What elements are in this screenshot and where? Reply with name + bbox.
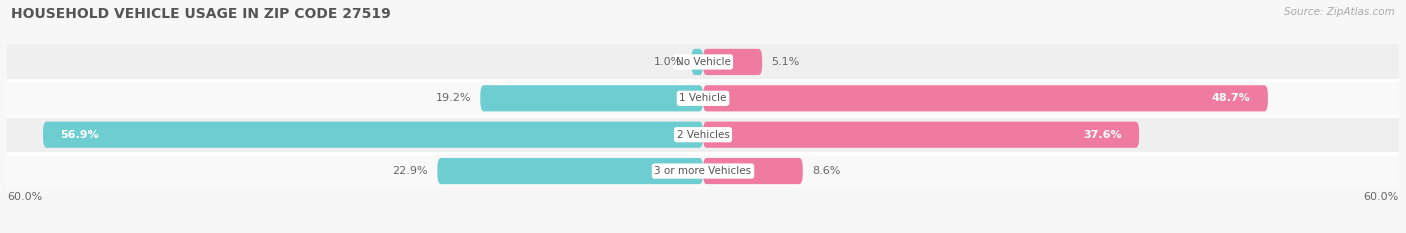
- Text: 48.7%: 48.7%: [1212, 93, 1250, 103]
- Text: HOUSEHOLD VEHICLE USAGE IN ZIP CODE 27519: HOUSEHOLD VEHICLE USAGE IN ZIP CODE 2751…: [11, 7, 391, 21]
- Text: 37.6%: 37.6%: [1083, 130, 1122, 140]
- Text: 2 Vehicles: 2 Vehicles: [676, 130, 730, 140]
- Text: 1 Vehicle: 1 Vehicle: [679, 93, 727, 103]
- Text: 60.0%: 60.0%: [1364, 192, 1399, 202]
- FancyBboxPatch shape: [437, 158, 703, 184]
- Text: 56.9%: 56.9%: [60, 130, 100, 140]
- FancyBboxPatch shape: [703, 122, 1139, 148]
- Text: 19.2%: 19.2%: [436, 93, 471, 103]
- Text: 1.0%: 1.0%: [654, 57, 682, 67]
- Text: 8.6%: 8.6%: [813, 166, 841, 176]
- Text: 5.1%: 5.1%: [772, 57, 800, 67]
- Bar: [7, 153, 1399, 189]
- Text: 60.0%: 60.0%: [7, 192, 42, 202]
- Bar: [7, 80, 1399, 116]
- Bar: [7, 116, 1399, 153]
- FancyBboxPatch shape: [692, 49, 703, 75]
- FancyBboxPatch shape: [481, 85, 703, 111]
- FancyBboxPatch shape: [703, 49, 762, 75]
- Bar: [7, 44, 1399, 80]
- FancyBboxPatch shape: [44, 122, 703, 148]
- Text: Source: ZipAtlas.com: Source: ZipAtlas.com: [1284, 7, 1395, 17]
- Text: No Vehicle: No Vehicle: [675, 57, 731, 67]
- Text: 22.9%: 22.9%: [392, 166, 427, 176]
- FancyBboxPatch shape: [703, 85, 1268, 111]
- Text: 3 or more Vehicles: 3 or more Vehicles: [654, 166, 752, 176]
- FancyBboxPatch shape: [703, 158, 803, 184]
